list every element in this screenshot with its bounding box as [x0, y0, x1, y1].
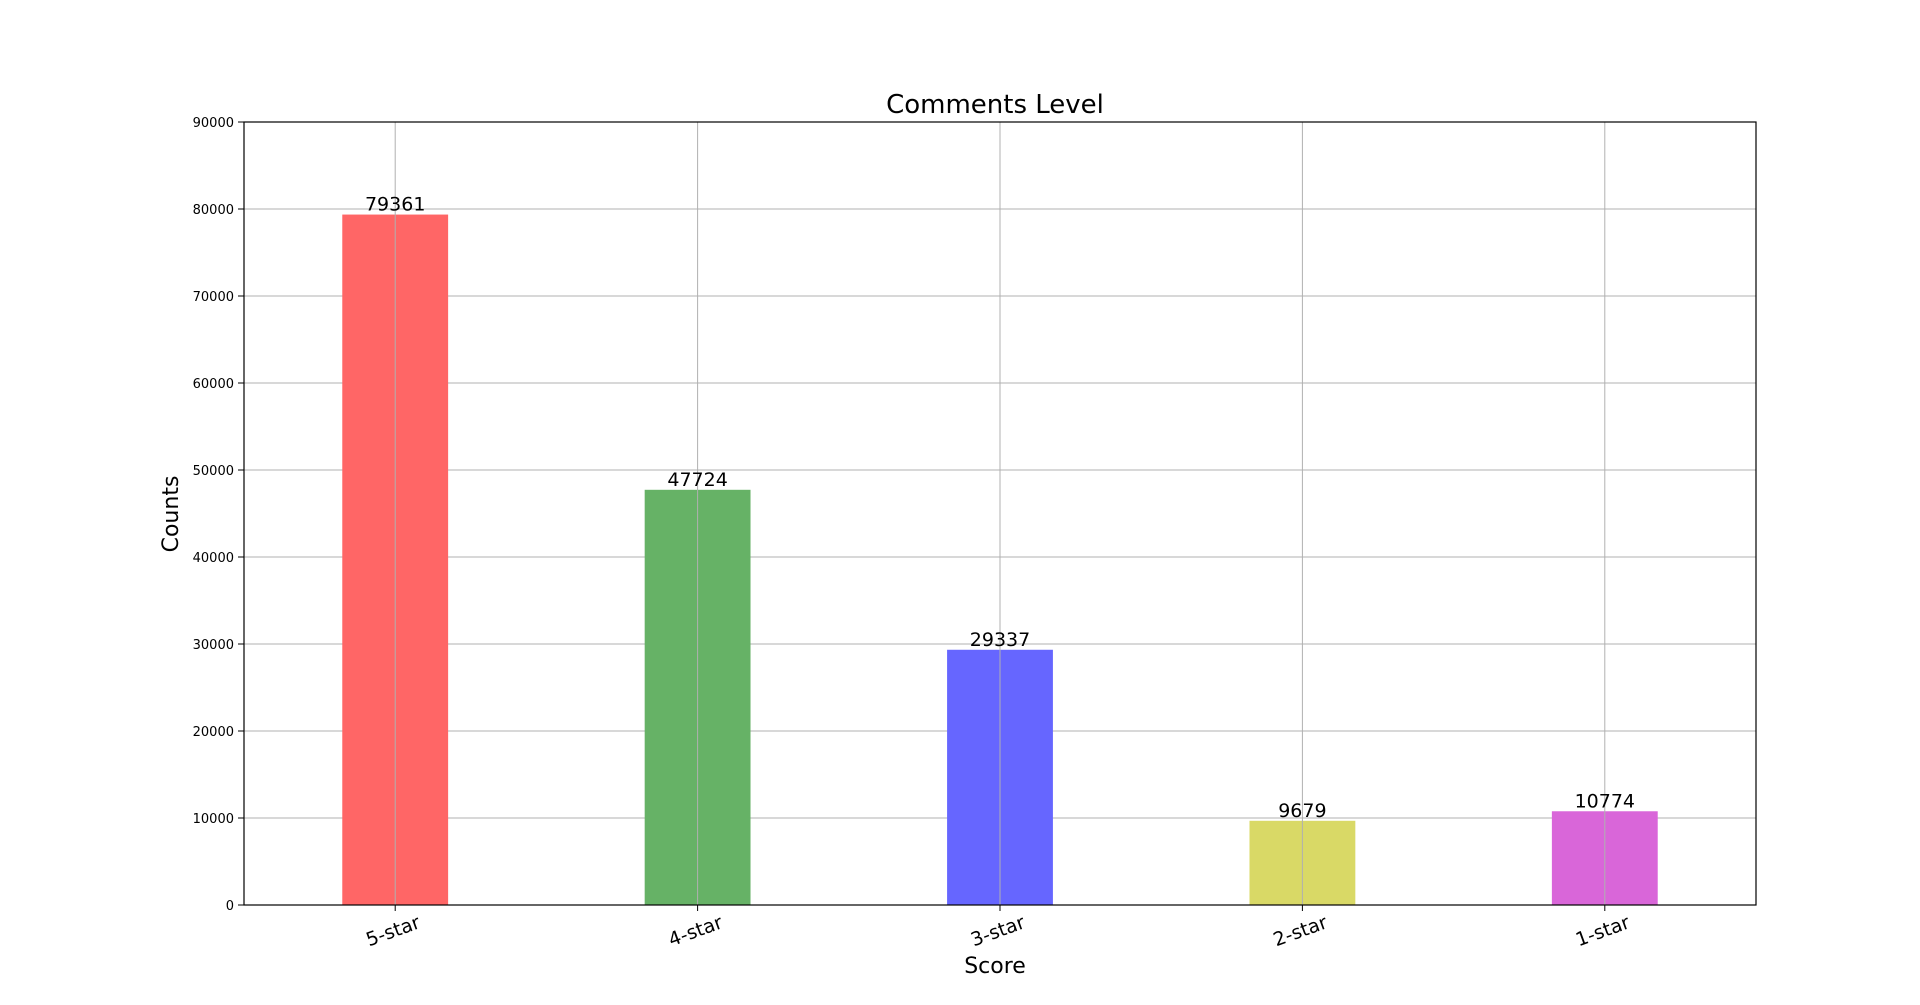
y-tick-label: 20000 [193, 725, 234, 740]
data-label-5-star: 79361 [365, 194, 425, 216]
data-label-4-star: 47724 [667, 469, 727, 491]
x-tick-label: 4-star [666, 911, 726, 951]
y-tick-label: 90000 [193, 116, 234, 131]
vertical-grid-layer [394, 122, 1606, 905]
y-tick-label: 60000 [193, 377, 234, 392]
y-tick-label: 30000 [193, 638, 234, 653]
tick-layer [238, 121, 1606, 911]
y-tick-label: 50000 [193, 464, 234, 479]
x-tick-label: 5-star [363, 911, 423, 951]
y-tick-label: 0 [226, 899, 234, 914]
y-axis-title: Counts [159, 476, 184, 553]
x-tick-label: 1-star [1573, 911, 1633, 951]
y-tick-label: 40000 [193, 551, 234, 566]
x-tick-label: 2-star [1270, 911, 1330, 951]
data-label-2-star: 9679 [1278, 800, 1326, 822]
data-label-1-star: 10774 [1575, 790, 1635, 812]
y-tick-label: 80000 [193, 203, 234, 218]
y-tick-label: 10000 [193, 812, 234, 827]
x-axis-title: Score [964, 954, 1026, 979]
y-tick-label: 70000 [193, 290, 234, 305]
chart-title: Comments Level [886, 90, 1104, 120]
x-tick-label: 3-star [968, 911, 1028, 951]
data-label-3-star: 29337 [970, 629, 1030, 651]
